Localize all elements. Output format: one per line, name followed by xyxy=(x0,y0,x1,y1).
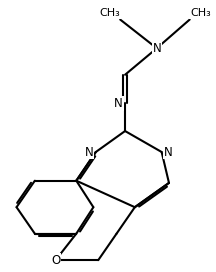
Text: N: N xyxy=(152,42,161,55)
Text: O: O xyxy=(51,254,60,267)
Text: CH₃: CH₃ xyxy=(99,8,120,18)
Text: N: N xyxy=(85,146,94,159)
Text: CH₃: CH₃ xyxy=(190,8,211,18)
Text: N: N xyxy=(164,146,173,159)
Text: N: N xyxy=(114,97,123,110)
